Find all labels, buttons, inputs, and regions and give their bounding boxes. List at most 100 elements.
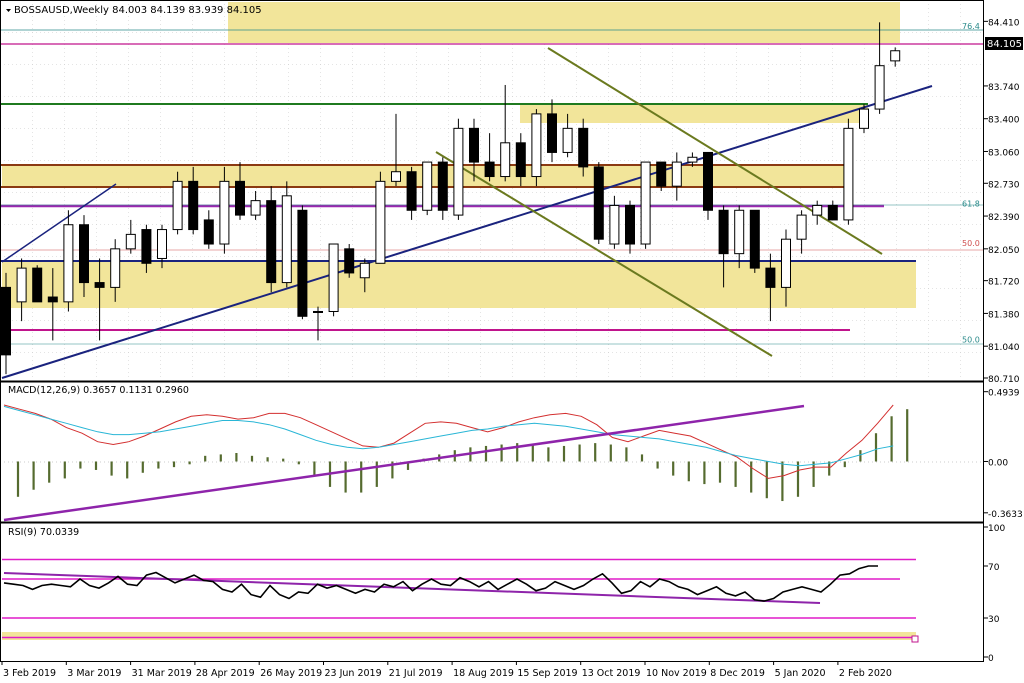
time-tick-label: 23 Jun 2019: [325, 668, 382, 679]
candle: [344, 244, 355, 278]
price-tick-label: 82.390: [988, 213, 1020, 223]
candle: [125, 219, 136, 254]
price-tick-label: 82.730: [988, 180, 1020, 190]
channel-olive-upper: [547, 47, 883, 255]
candle: [843, 118, 854, 225]
rsi-tick-label: 70: [988, 563, 1000, 573]
header: BOSSAUSD,Weekly 84.003 84.139 83.939 84.…: [6, 5, 262, 16]
price-tick-label: 83.400: [988, 116, 1020, 126]
trendlines: [1, 47, 933, 379]
time-tick-label: 5 Jan 2020: [775, 668, 826, 679]
candle: [625, 200, 635, 254]
time-axis: 3 Feb 2019 3 Mar 2019 31 Mar 2019 28 Apr 20…: [1, 661, 892, 679]
candle: [593, 162, 604, 245]
candle: [219, 166, 230, 254]
candle: [718, 205, 729, 288]
candle: [578, 118, 589, 177]
price-axis: 84.410 83.740 83.400 83.060 82.730 82.390 82.0…: [984, 18, 1020, 385]
candle: [359, 258, 370, 293]
macd-axis: 0.4939 0.00 -0.3633: [984, 389, 1023, 520]
time-tick-label: 3 Mar 2019: [67, 668, 121, 679]
current-price-marker: 84.105: [985, 37, 1023, 50]
candle: [16, 258, 27, 322]
candle: [827, 200, 838, 221]
candle: [859, 104, 869, 134]
candle: [250, 191, 261, 220]
fib-label: 50.0: [962, 239, 980, 248]
macd-trendline: [3, 404, 805, 522]
price-tick-label: 84.410: [988, 18, 1020, 28]
candle: [734, 205, 745, 269]
macd-tick-label: -0.3633: [988, 510, 1023, 520]
candle: [796, 210, 807, 254]
candle: [562, 113, 573, 158]
candle: [765, 253, 776, 322]
candle: [266, 186, 277, 293]
candle: [500, 84, 511, 182]
candle: [79, 215, 89, 298]
rsi-zone-bottom: [2, 632, 916, 640]
candle: [63, 210, 74, 312]
time-tick-label: 31 Mar 2019: [132, 668, 192, 679]
candle: [391, 113, 401, 187]
candle: [172, 171, 183, 235]
trendline-short-navy: [1, 183, 117, 263]
candle: [141, 224, 152, 273]
candle: [671, 152, 682, 201]
candle: [47, 268, 58, 341]
candle: [640, 161, 651, 249]
time-tick-label: 21 Jul 2019: [389, 668, 443, 679]
macd-tick-label: 0.4939: [988, 389, 1020, 399]
zone-top: [228, 2, 900, 43]
candle: [437, 157, 448, 220]
candle: [703, 151, 713, 220]
rsi-title: RSI(9) 70.0339: [8, 527, 79, 538]
price-tick-label: 80.710: [988, 375, 1020, 385]
candle: [547, 99, 557, 163]
candle: [749, 209, 760, 273]
candle: [531, 109, 542, 187]
macd-title: MACD(12,26,9) 0.3657 0.1131 0.2960: [8, 385, 189, 396]
zone-upper-mid: [520, 103, 868, 123]
candle: [188, 166, 199, 235]
rsi-line: [3, 565, 878, 602]
candle: [94, 258, 105, 341]
candle: [422, 161, 433, 216]
candle: [32, 265, 43, 303]
channel-olive-lower: [435, 151, 773, 357]
candle: [453, 118, 464, 220]
fib-label: 61.8: [962, 199, 980, 208]
rsi-pane[interactable]: [0, 523, 984, 661]
time-tick-label: 8 Dec 2019: [710, 668, 765, 679]
pane-borders: [0, 0, 984, 662]
candle: [484, 133, 495, 182]
candle: [203, 210, 214, 249]
rsi-tick-label: 30: [988, 615, 1000, 625]
macd-main-line: [3, 405, 894, 467]
candle: [874, 22, 885, 114]
rsi-marker[interactable]: [911, 635, 919, 643]
candle: [890, 47, 901, 67]
candle: [110, 239, 121, 302]
time-tick-label: 3 Feb 2019: [3, 668, 56, 679]
price-pane[interactable]: [0, 0, 984, 380]
price-tick-label: 83.740: [988, 83, 1020, 93]
candle: [313, 306, 323, 341]
time-tick-label: 10 Nov 2019: [646, 668, 707, 679]
price-tick-label: 83.060: [988, 148, 1020, 158]
candle: [687, 152, 698, 167]
rsi-tick-label: 0: [988, 654, 994, 664]
candle: [469, 118, 479, 182]
price-tick-label: 82.050: [988, 246, 1020, 256]
candle: [281, 181, 292, 288]
price-tick-label: 81.720: [988, 278, 1020, 288]
time-tick-label: 28 Apr 2019: [196, 668, 255, 679]
trendline-rising-navy: [1, 85, 933, 379]
candle: [406, 166, 417, 220]
candle: [609, 195, 620, 249]
fib-label: 76.4: [962, 22, 980, 31]
rsi-trendline: [3, 572, 821, 604]
price-tick-label: 81.380: [988, 310, 1020, 320]
support-resistance-zones: [2, 2, 916, 640]
